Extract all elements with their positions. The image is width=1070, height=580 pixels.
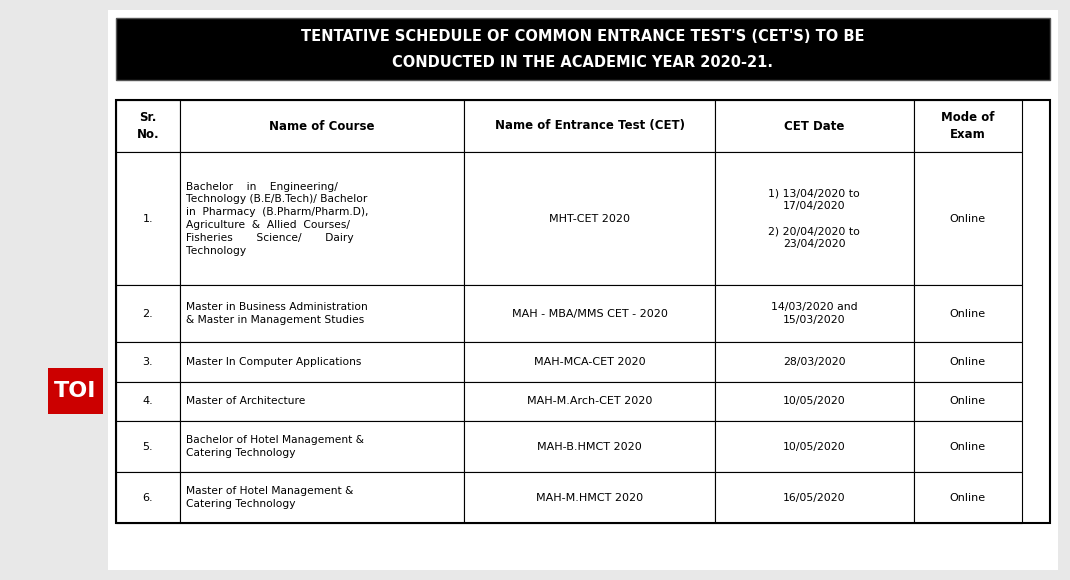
Bar bbox=[180, 152, 464, 285]
Text: Master of Hotel Management &
Catering Technology: Master of Hotel Management & Catering Te… bbox=[185, 486, 353, 509]
Bar bbox=[914, 100, 1022, 152]
Bar bbox=[180, 421, 464, 472]
Text: Online: Online bbox=[950, 309, 985, 319]
Bar bbox=[180, 285, 464, 342]
Text: 14/03/2020 and
15/03/2020: 14/03/2020 and 15/03/2020 bbox=[770, 302, 857, 325]
Bar bbox=[116, 100, 180, 152]
Bar bbox=[116, 382, 180, 421]
Text: MAH-MCA-CET 2020: MAH-MCA-CET 2020 bbox=[534, 357, 645, 367]
Text: 28/03/2020: 28/03/2020 bbox=[783, 357, 845, 367]
Bar bbox=[914, 285, 1022, 342]
Text: 3.: 3. bbox=[142, 357, 153, 367]
Text: MAH-M.Arch-CET 2020: MAH-M.Arch-CET 2020 bbox=[526, 396, 653, 407]
Text: CET Date: CET Date bbox=[784, 119, 844, 132]
Bar bbox=[116, 342, 180, 382]
Bar bbox=[464, 100, 715, 152]
Text: 10/05/2020: 10/05/2020 bbox=[783, 396, 845, 407]
Bar bbox=[180, 342, 464, 382]
Bar bbox=[914, 152, 1022, 285]
Bar bbox=[116, 152, 180, 285]
Bar bbox=[914, 421, 1022, 472]
Text: MAH - MBA/MMS CET - 2020: MAH - MBA/MMS CET - 2020 bbox=[511, 309, 668, 319]
Bar bbox=[715, 342, 914, 382]
Bar bbox=[116, 421, 180, 472]
Bar bbox=[914, 342, 1022, 382]
Text: MHT-CET 2020: MHT-CET 2020 bbox=[549, 213, 630, 224]
Bar bbox=[464, 152, 715, 285]
Bar bbox=[715, 285, 914, 342]
Bar bbox=[108, 10, 1058, 570]
Text: MAH-M.HMCT 2020: MAH-M.HMCT 2020 bbox=[536, 492, 643, 503]
Bar bbox=[180, 382, 464, 421]
Text: 16/05/2020: 16/05/2020 bbox=[783, 492, 845, 503]
Text: Name of Entrance Test (CET): Name of Entrance Test (CET) bbox=[494, 119, 685, 132]
Text: TOI: TOI bbox=[55, 381, 96, 401]
Bar bbox=[180, 100, 464, 152]
Bar bbox=[914, 472, 1022, 523]
Bar bbox=[180, 472, 464, 523]
Bar bbox=[116, 18, 1050, 80]
Text: CONDUCTED IN THE ACADEMIC YEAR 2020-21.: CONDUCTED IN THE ACADEMIC YEAR 2020-21. bbox=[393, 55, 774, 70]
Text: Bachelor of Hotel Management &
Catering Technology: Bachelor of Hotel Management & Catering … bbox=[185, 435, 364, 458]
Text: 1.: 1. bbox=[142, 213, 153, 224]
Bar bbox=[464, 421, 715, 472]
Bar bbox=[464, 382, 715, 421]
Bar bbox=[715, 472, 914, 523]
Text: Master In Computer Applications: Master In Computer Applications bbox=[185, 357, 361, 367]
Bar bbox=[715, 421, 914, 472]
Bar bbox=[715, 152, 914, 285]
Text: Sr.
No.: Sr. No. bbox=[137, 111, 159, 141]
Bar bbox=[116, 472, 180, 523]
Bar bbox=[464, 342, 715, 382]
Text: 2.: 2. bbox=[142, 309, 153, 319]
Bar bbox=[464, 472, 715, 523]
Bar bbox=[914, 382, 1022, 421]
Text: 6.: 6. bbox=[142, 492, 153, 503]
Text: MAH-B.HMCT 2020: MAH-B.HMCT 2020 bbox=[537, 441, 642, 452]
Bar bbox=[116, 285, 180, 342]
Text: Online: Online bbox=[950, 492, 985, 503]
Bar bbox=[116, 100, 1050, 523]
Text: Online: Online bbox=[950, 213, 985, 224]
Text: Bachelor    in    Engineering/
Technology (B.E/B.Tech)/ Bachelor
in  Pharmacy  (: Bachelor in Engineering/ Technology (B.E… bbox=[185, 182, 368, 256]
Bar bbox=[715, 100, 914, 152]
Text: Master of Architecture: Master of Architecture bbox=[185, 396, 305, 407]
Text: Master in Business Administration
& Master in Management Studies: Master in Business Administration & Mast… bbox=[185, 302, 367, 325]
Text: 10/05/2020: 10/05/2020 bbox=[783, 441, 845, 452]
Text: 1) 13/04/2020 to
17/04/2020

2) 20/04/2020 to
23/04/2020: 1) 13/04/2020 to 17/04/2020 2) 20/04/202… bbox=[768, 188, 860, 249]
Bar bbox=[48, 368, 103, 414]
Text: Online: Online bbox=[950, 396, 985, 407]
Text: Online: Online bbox=[950, 441, 985, 452]
Text: Mode of
Exam: Mode of Exam bbox=[941, 111, 994, 141]
Bar bbox=[715, 382, 914, 421]
Text: Name of Course: Name of Course bbox=[270, 119, 374, 132]
Text: TENTATIVE SCHEDULE OF COMMON ENTRANCE TEST'S (CET'S) TO BE: TENTATIVE SCHEDULE OF COMMON ENTRANCE TE… bbox=[302, 29, 865, 44]
Text: Online: Online bbox=[950, 357, 985, 367]
Text: 4.: 4. bbox=[142, 396, 153, 407]
Bar bbox=[464, 285, 715, 342]
Text: 5.: 5. bbox=[142, 441, 153, 452]
